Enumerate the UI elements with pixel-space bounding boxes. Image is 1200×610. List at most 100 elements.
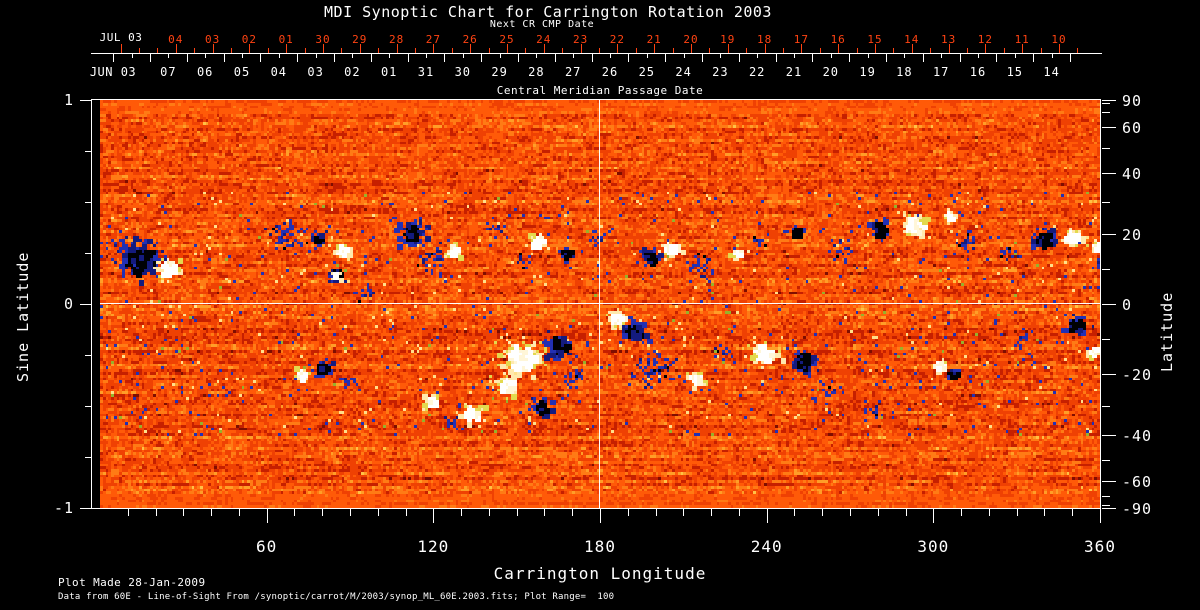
white-day-tick [830, 53, 832, 58]
white-day-label: 04 [270, 65, 288, 79]
longitude-tick [933, 509, 935, 523]
latitude-tick [1102, 127, 1116, 129]
red-day-label: 10 [1051, 33, 1067, 46]
white-day-tick [904, 53, 906, 58]
red-day-tick [635, 48, 637, 53]
red-day-label: 18 [756, 33, 773, 46]
cmp-date-axis-label: Central Meridian Passage Date [496, 84, 704, 97]
red-day-tick [396, 44, 398, 53]
red-day-tick [1022, 44, 1024, 53]
red-day-label: 21 [646, 33, 662, 46]
longitude-tick [961, 509, 963, 516]
latitude-tick [1102, 147, 1110, 149]
white-day-tick [591, 53, 593, 62]
red-day-label: 19 [720, 33, 736, 46]
white-day-tick [444, 53, 446, 62]
red-day-tick [967, 48, 968, 53]
latitude-tick [1102, 480, 1116, 482]
latitude-tick [1102, 172, 1116, 174]
white-day-tick [683, 53, 685, 58]
white-day-tick [922, 53, 924, 62]
red-day-tick [139, 48, 140, 53]
white-day-label: 14 [1043, 65, 1060, 79]
red-day-label: 12 [977, 33, 994, 46]
sine-minor-tick [85, 457, 91, 458]
white-day-label: 15 [1006, 65, 1024, 79]
white-day-tick [738, 53, 740, 62]
red-day-label: 13 [940, 33, 957, 46]
red-day-label: 16 [830, 33, 846, 46]
latitude-tick-label: 40 [1122, 164, 1143, 183]
sine-minor-tick [85, 406, 91, 407]
white-day-tick [775, 53, 777, 62]
red-day-tick [267, 48, 269, 53]
longitude-tick [516, 509, 518, 516]
longitude-tick [905, 509, 907, 516]
red-day-label: 26 [462, 33, 478, 46]
white-day-tick [812, 53, 814, 62]
meridian-crosshair-line [599, 100, 600, 508]
longitude-tick [711, 509, 713, 516]
white-day-label: 17 [932, 65, 950, 79]
latitude-tick [1102, 234, 1116, 236]
red-day-label: 27 [425, 33, 442, 46]
white-day-tick [702, 53, 703, 62]
red-day-label: 30 [315, 33, 331, 46]
white-day-label: 26 [601, 65, 619, 79]
sine-minor-tick [85, 151, 91, 152]
red-day-tick [672, 48, 674, 53]
white-day-tick [610, 53, 611, 58]
white-day-tick [720, 53, 722, 58]
sine-tick-label: 1 [63, 91, 74, 109]
white-day-label: 16 [969, 65, 987, 79]
white-day-label: 06 [196, 65, 214, 79]
plot-frame [91, 99, 1101, 509]
white-day-tick [1014, 53, 1016, 58]
white-day-tick [1070, 53, 1071, 62]
red-day-tick [323, 44, 324, 53]
red-day-tick [746, 48, 748, 53]
white-day-tick [297, 53, 299, 62]
longitude-tick [322, 509, 324, 516]
longitude-tick [1016, 509, 1018, 516]
red-day-tick [175, 44, 177, 53]
latitude-tick-label: 60 [1122, 119, 1143, 138]
latitude-tick [1102, 406, 1110, 407]
sine-major-tick [80, 508, 91, 509]
white-day-label: 31 [417, 65, 435, 79]
latitude-tick-label: -90 [1122, 500, 1153, 518]
latitude-tick [1102, 339, 1110, 341]
sine-minor-tick [85, 355, 91, 356]
y-axis-left-title: Sine Latitude [14, 251, 32, 382]
red-day-label: 03 [204, 33, 221, 46]
red-day-tick [212, 44, 214, 53]
latitude-tick [1102, 495, 1110, 497]
white-day-tick [959, 53, 961, 62]
white-day-tick [978, 53, 979, 58]
date-axis-line [91, 53, 1102, 54]
red-day-tick [231, 48, 232, 53]
longitude-tick [794, 509, 796, 516]
white-day-tick [1051, 53, 1053, 58]
red-day-tick [378, 48, 380, 53]
longitude-tick [377, 509, 379, 516]
red-day-tick [157, 48, 159, 53]
longitude-tick [683, 509, 685, 516]
red-day-tick [525, 48, 527, 53]
red-day-label: 15 [867, 33, 883, 46]
white-day-tick [628, 53, 630, 62]
sine-tick-label: -1 [53, 499, 74, 517]
white-day-tick [481, 53, 483, 62]
latitude-tick [1102, 373, 1116, 375]
latitude-tick [1102, 460, 1110, 462]
latitude-tick [1102, 202, 1110, 203]
longitude-tick-label: 360 [1084, 537, 1116, 556]
latitude-tick [1102, 100, 1116, 101]
longitude-tick [738, 509, 740, 516]
white-day-tick [665, 53, 667, 62]
equator-crosshair-line [100, 303, 1100, 304]
white-month-year-label: JUN 03 [89, 65, 137, 79]
longitude-tick [766, 509, 768, 523]
longitude-tick [433, 509, 435, 523]
white-day-label: 30 [454, 65, 472, 79]
